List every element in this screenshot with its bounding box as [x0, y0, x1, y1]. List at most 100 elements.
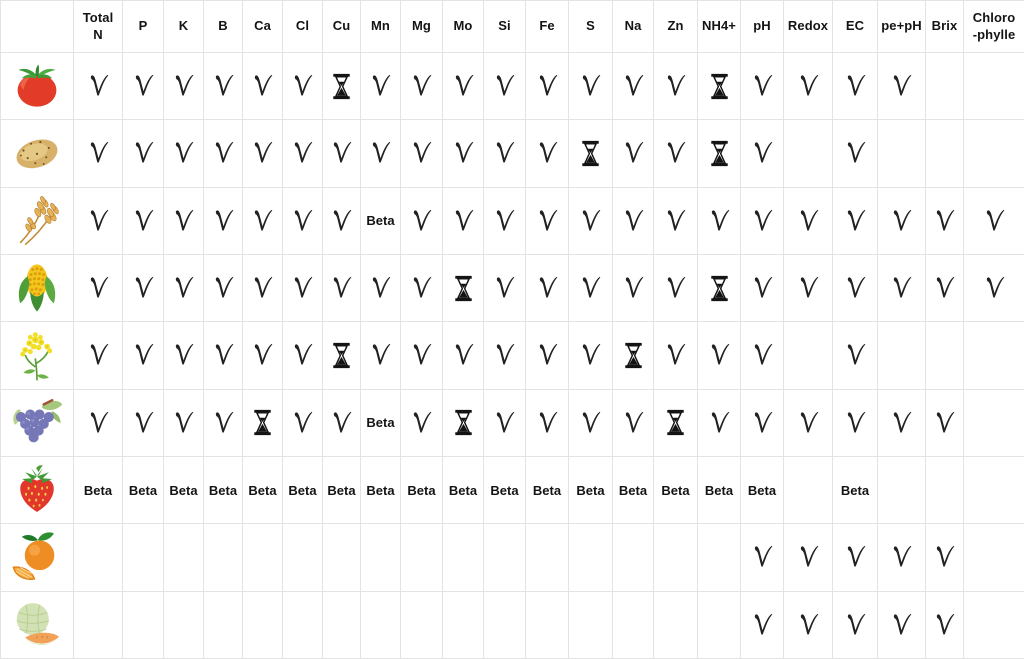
check-icon [494, 73, 515, 99]
cell-corn-cl [283, 255, 323, 323]
check-icon [292, 208, 313, 234]
cell-grape-si [484, 389, 526, 457]
cell-tomato-k [164, 53, 204, 121]
cell-tomato-fe [526, 53, 569, 121]
cell-melon-total-n [74, 591, 123, 659]
cell-strawberry-mo: Beta [443, 457, 484, 525]
cell-strawberry-k: Beta [164, 457, 204, 525]
row-rapeseed [1, 322, 74, 390]
cell-rapeseed-si [484, 322, 526, 390]
check-icon [752, 208, 773, 234]
cell-orange-redox [784, 524, 833, 592]
cell-strawberry-mg: Beta [401, 457, 443, 525]
beta-label: Beta [208, 482, 238, 498]
column-header-label: Ca [254, 18, 271, 34]
cell-orange-b [204, 524, 243, 592]
cell-wheat-p [123, 187, 164, 255]
cell-strawberry-ec: Beta [833, 457, 878, 525]
cell-potato-zn [654, 120, 698, 188]
check-icon [252, 208, 273, 234]
cell-potato-s [569, 120, 613, 188]
cell-orange-fe [526, 524, 569, 592]
check-icon [934, 275, 955, 301]
check-icon [623, 410, 644, 436]
cell-corn-mn [361, 255, 401, 323]
cell-rapeseed-ca [243, 322, 283, 390]
cell-potato-fe [526, 120, 569, 188]
column-header-label: Brix [931, 18, 958, 34]
cell-melon-p [123, 591, 164, 659]
check-icon [453, 73, 474, 99]
cell-grape-total-n [74, 389, 123, 457]
cell-melon-redox [784, 591, 833, 659]
check-icon [331, 410, 352, 436]
cell-strawberry-mn: Beta [361, 457, 401, 525]
check-icon [88, 73, 109, 99]
cell-tomato-pe-ph [878, 53, 926, 121]
beta-label: Beta [407, 482, 436, 498]
beta-label: Beta [840, 482, 870, 498]
potato-icon [10, 126, 64, 180]
cell-grape-ec [833, 389, 878, 457]
check-icon [331, 208, 352, 234]
cell-grape-p [123, 389, 164, 457]
cell-melon-b [204, 591, 243, 659]
cell-rapeseed-nh4 [698, 322, 741, 390]
cell-wheat-ca [243, 187, 283, 255]
hourglass-icon [331, 342, 352, 369]
check-icon [845, 342, 866, 368]
hourglass-icon [453, 409, 474, 436]
cell-wheat-pe-ph [878, 187, 926, 255]
beta-label: Beta [704, 482, 734, 498]
check-icon [213, 208, 234, 234]
check-icon [845, 410, 866, 436]
check-icon [494, 208, 515, 234]
cell-potato-nh4 [698, 120, 741, 188]
check-icon [934, 208, 955, 234]
column-header-label: Mg [412, 18, 431, 34]
row-grape [1, 389, 74, 457]
check-icon [580, 410, 601, 436]
check-icon [331, 275, 352, 301]
check-icon [292, 342, 313, 368]
cell-potato-p [123, 120, 164, 188]
cell-strawberry-total-n: Beta [74, 457, 123, 525]
tomato-icon [10, 59, 64, 113]
cell-potato-redox [784, 120, 833, 188]
check-icon [752, 73, 773, 99]
column-header-p: P [123, 1, 164, 53]
cell-strawberry-ph: Beta [741, 457, 784, 525]
cell-melon-mo [443, 591, 484, 659]
column-header-na: Na [613, 1, 654, 53]
row-melon [1, 591, 74, 659]
hourglass-icon [453, 275, 474, 302]
check-icon [252, 73, 273, 99]
check-icon [845, 140, 866, 166]
check-icon [537, 410, 558, 436]
check-icon [213, 140, 234, 166]
cell-grape-brix [926, 389, 964, 457]
cell-orange-chloro-phylle [964, 524, 1024, 592]
cell-grape-zn [654, 389, 698, 457]
beta-label: Beta [83, 482, 113, 498]
column-header-label: K [178, 18, 189, 34]
cell-rapeseed-mg [401, 322, 443, 390]
check-icon [292, 275, 313, 301]
check-icon [411, 73, 432, 99]
cell-orange-mo [443, 524, 484, 592]
cell-wheat-s [569, 187, 613, 255]
check-icon [252, 140, 273, 166]
orange-icon [10, 530, 64, 584]
check-icon [665, 73, 686, 99]
cell-melon-ca [243, 591, 283, 659]
cell-strawberry-chloro-phylle [964, 457, 1024, 525]
check-icon [580, 73, 601, 99]
cell-rapeseed-mn [361, 322, 401, 390]
cell-orange-nh4 [698, 524, 741, 592]
check-icon [580, 275, 601, 301]
row-potato [1, 120, 74, 188]
cell-strawberry-b: Beta [204, 457, 243, 525]
cell-strawberry-redox [784, 457, 833, 525]
column-header-ec: EC [833, 1, 878, 53]
check-icon [133, 208, 154, 234]
